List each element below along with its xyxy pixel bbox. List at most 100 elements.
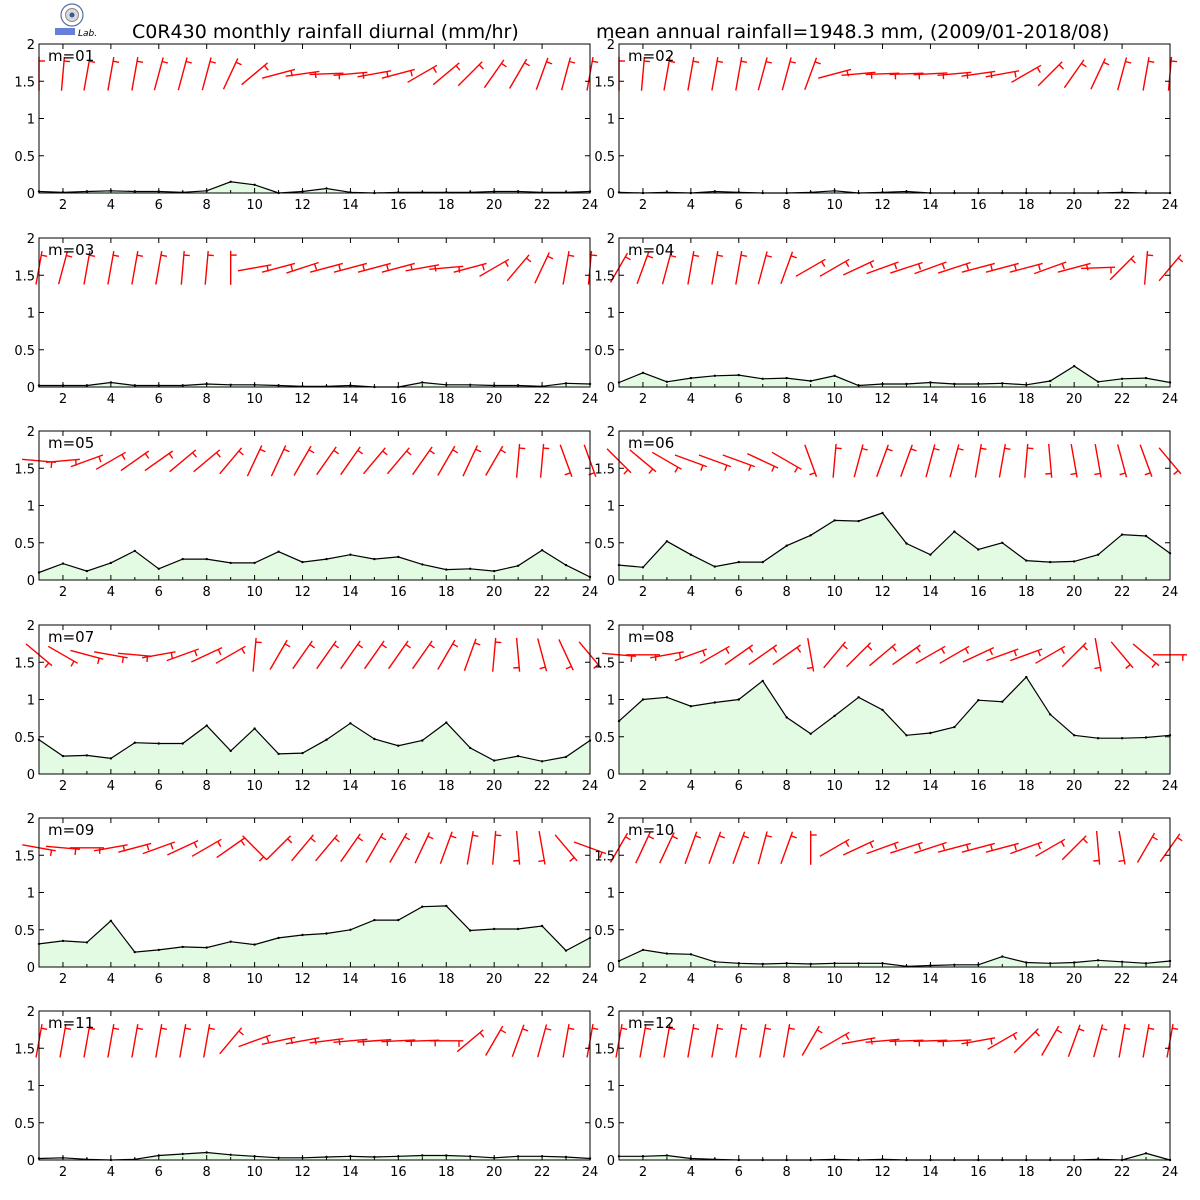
rain-point: [516, 564, 520, 567]
rain-point: [1144, 376, 1148, 380]
wind-barb: [562, 250, 575, 285]
x-tick-label: 12: [874, 392, 891, 407]
rain-point: [205, 724, 208, 727]
x-tick-label: 8: [783, 585, 791, 600]
x-tick-label: 8: [203, 392, 211, 407]
wind-barb: [771, 451, 802, 473]
x-tick-label: 4: [687, 972, 695, 987]
rain-point: [421, 563, 424, 566]
x-tick-label: 8: [783, 392, 791, 407]
rain-point: [785, 376, 788, 380]
rain-point: [857, 519, 860, 523]
wind-barb: [876, 444, 893, 478]
wind-barb: [293, 445, 315, 476]
x-tick-label: 2: [59, 1165, 67, 1180]
x-tick-label: 2: [639, 585, 647, 600]
x-tick-label: 16: [970, 779, 987, 794]
wind-barb: [663, 56, 676, 91]
wind-barb: [961, 70, 996, 79]
rain-line: [618, 949, 1171, 967]
wind-barb: [286, 261, 319, 274]
wind-barb: [684, 831, 702, 865]
wind-barb: [801, 1025, 823, 1056]
x-tick-label: 14: [342, 1165, 359, 1180]
x-tick-label: 20: [486, 198, 503, 213]
y-tick-label: 0: [27, 574, 35, 589]
wind-barb: [1166, 1023, 1179, 1058]
wind-barb: [309, 262, 344, 273]
rain-point: [493, 927, 496, 931]
y-tick-label: 1: [607, 113, 615, 128]
wind-barb: [153, 57, 169, 91]
rain-point: [689, 705, 693, 708]
rain-point: [253, 943, 256, 946]
wind-barb: [222, 58, 242, 90]
wind-barb: [38, 56, 45, 91]
x-tick-label: 14: [922, 779, 939, 794]
wind-barb: [141, 651, 176, 659]
x-tick-label: 2: [59, 392, 67, 407]
wind-barb: [483, 59, 507, 89]
wind-barb: [492, 637, 502, 672]
wind-barb: [1010, 841, 1043, 855]
y-tick-label: 1.5: [14, 75, 35, 90]
rain-point: [977, 548, 980, 551]
panel-m=08: 00.511.522 4 6 8 10 12 14 16 18 20 22 24m=08: [594, 619, 1187, 794]
x-tick-label: 20: [1066, 392, 1083, 407]
wind-barb: [914, 261, 947, 275]
rain-line: [39, 381, 591, 388]
wind-barb: [1118, 1023, 1131, 1058]
month-label: m=09: [48, 821, 94, 839]
wind-barb: [1139, 444, 1153, 478]
wind-barb: [463, 638, 481, 672]
wind-barb: [1109, 255, 1136, 281]
wind-barb: [900, 444, 917, 478]
wind-barb: [120, 450, 150, 472]
wind-barb: [270, 445, 290, 477]
wind-barb: [818, 68, 852, 79]
rain-point: [833, 714, 836, 718]
month-label: m=05: [48, 434, 94, 452]
rain-point: [253, 183, 256, 186]
panel-m=09: 00.511.522 4 6 8 10 12 14 16 18 20 22 24m=09: [14, 812, 607, 987]
x-tick-label: 24: [1162, 779, 1179, 794]
rain-point: [157, 567, 160, 570]
x-tick-label: 22: [534, 779, 551, 794]
x-tick-label: 2: [59, 972, 67, 987]
wind-barb: [1013, 1028, 1040, 1054]
y-tick-label: 0: [27, 1154, 35, 1169]
y-tick-label: 0.5: [594, 537, 615, 552]
y-tick-label: 1: [27, 694, 35, 709]
rain-point: [665, 1154, 669, 1157]
x-tick-label: 6: [155, 198, 163, 213]
y-tick-label: 0.5: [594, 344, 615, 359]
rain-point: [713, 374, 716, 377]
rain-point: [229, 1153, 232, 1157]
wind-barb: [757, 251, 772, 285]
x-tick-label: 2: [639, 972, 647, 987]
x-tick-label: 12: [874, 1165, 891, 1180]
x-tick-label: 16: [390, 392, 407, 407]
y-tick-label: 0: [27, 187, 35, 202]
wind-barb: [735, 250, 748, 285]
rain-point: [564, 563, 568, 567]
rain-point: [833, 374, 836, 377]
wind-barb: [1132, 643, 1160, 669]
x-tick-label: 18: [438, 392, 455, 407]
wind-barb: [819, 1031, 850, 1050]
wind-barb: [747, 452, 779, 472]
rain-point: [564, 949, 568, 952]
rain-point: [689, 376, 693, 380]
wind-barb: [365, 832, 387, 863]
panel-m=12: 00.511.522 4 6 8 10 12 14 16 18 20 22 24m=12: [594, 1005, 1178, 1180]
x-tick-label: 22: [534, 392, 551, 407]
wind-barb: [340, 446, 364, 476]
x-tick-label: 2: [59, 198, 67, 213]
y-tick-label: 1.5: [14, 269, 35, 284]
x-tick-label: 12: [874, 779, 891, 794]
wind-barb: [204, 250, 214, 285]
wind-barb: [1024, 443, 1034, 478]
rain-point: [277, 752, 280, 756]
wind-barb: [1142, 56, 1155, 91]
x-tick-label: 8: [203, 1165, 211, 1180]
